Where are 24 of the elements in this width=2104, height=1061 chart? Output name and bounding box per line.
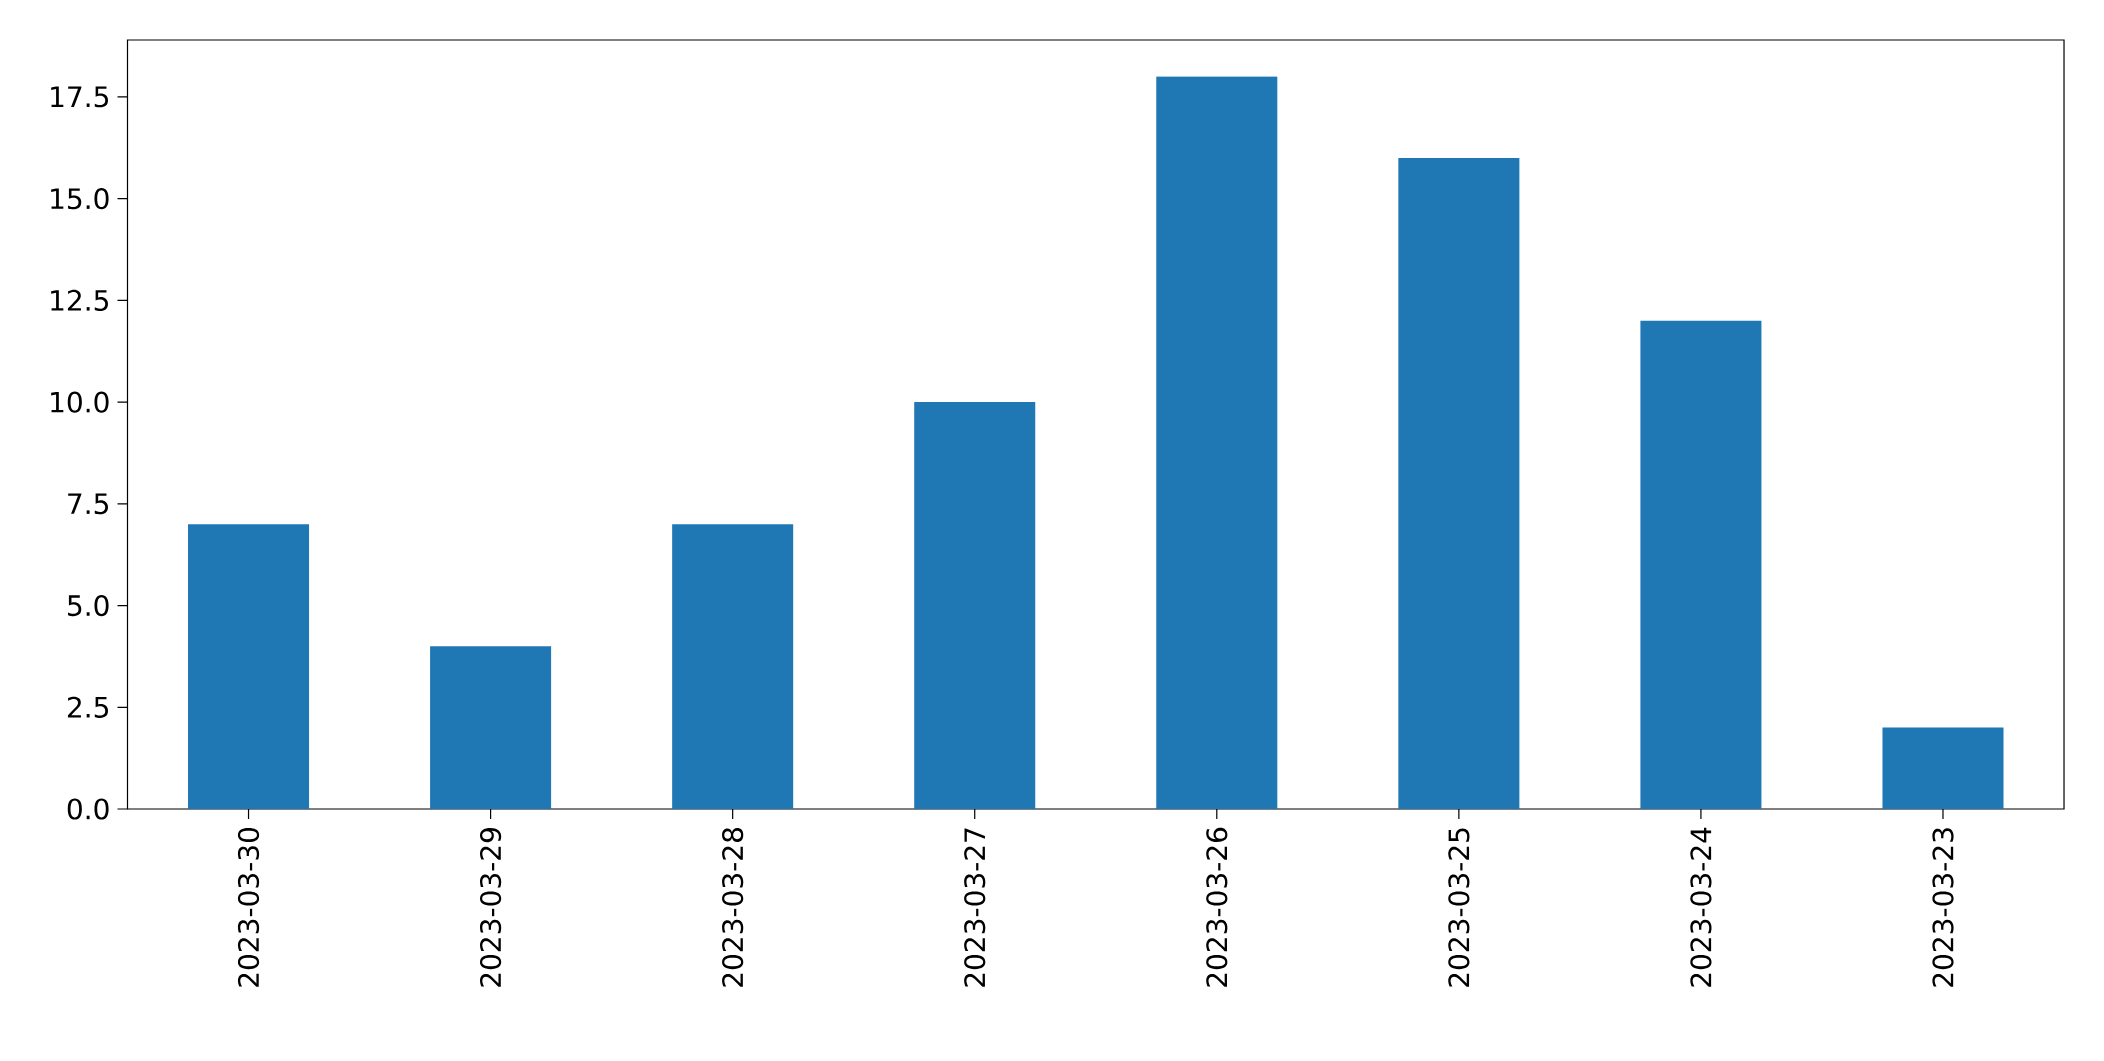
y-tick-label: 5.0 (68, 594, 109, 617)
bar (1156, 76, 1278, 809)
bar (914, 402, 1036, 809)
y-tick-label: 12.5 (51, 289, 108, 311)
x-tick-label: 2023-03-23 (1932, 828, 1954, 987)
bar (1882, 727, 2004, 809)
bar (1640, 320, 1762, 809)
bar (430, 646, 552, 809)
x-tick-label: 2023-03-30 (237, 827, 260, 987)
bar (188, 524, 310, 809)
y-tick-label: 10.0 (51, 391, 109, 413)
x-tick-label: 2023-03-28 (722, 828, 744, 987)
y-tick-label: 2.5 (67, 696, 108, 718)
bar (1398, 157, 1520, 809)
x-tick-label: 2023-03-26 (1206, 827, 1228, 987)
bar (672, 524, 794, 809)
y-tick-label: 0.0 (67, 798, 109, 820)
x-tick-label: 2023-03-27 (964, 828, 986, 987)
x-tick-label: 2023-03-24 (1690, 827, 1712, 987)
y-tick-label: 17.5 (51, 86, 108, 108)
y-tick-label: 7.5 (68, 493, 108, 515)
y-tick-label: 15.0 (51, 188, 109, 210)
x-tick-label: 2023-03-25 (1448, 828, 1470, 987)
x-tick-label: 2023-03-29 (480, 828, 502, 987)
